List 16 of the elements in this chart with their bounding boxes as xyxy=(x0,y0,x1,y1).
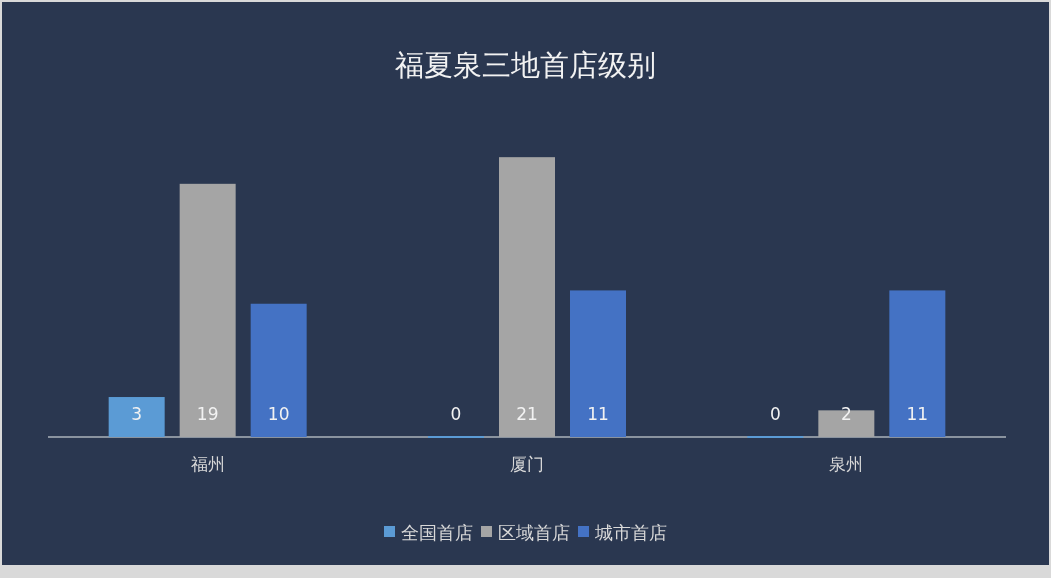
data-label: 11 xyxy=(906,404,929,424)
data-label: 19 xyxy=(196,404,219,424)
title: 福夏泉三地首店级别 xyxy=(395,48,656,82)
data-label: 2 xyxy=(840,404,852,424)
data-label: 0 xyxy=(769,404,781,424)
legend-label: 区域首店 xyxy=(498,522,570,543)
legend-label: 城市首店 xyxy=(595,522,667,543)
x-tick-label: 泉州 xyxy=(829,454,864,474)
data-label: 3 xyxy=(131,404,143,424)
data-label: 21 xyxy=(516,404,538,424)
legend-label: 全国首店 xyxy=(401,522,473,543)
x-tick-label: 福州 xyxy=(190,454,225,474)
data-label: 11 xyxy=(587,404,609,424)
x-tick-label: 厦门 xyxy=(510,454,544,474)
data-label: 0 xyxy=(450,404,462,424)
data-label: 10 xyxy=(267,404,290,424)
